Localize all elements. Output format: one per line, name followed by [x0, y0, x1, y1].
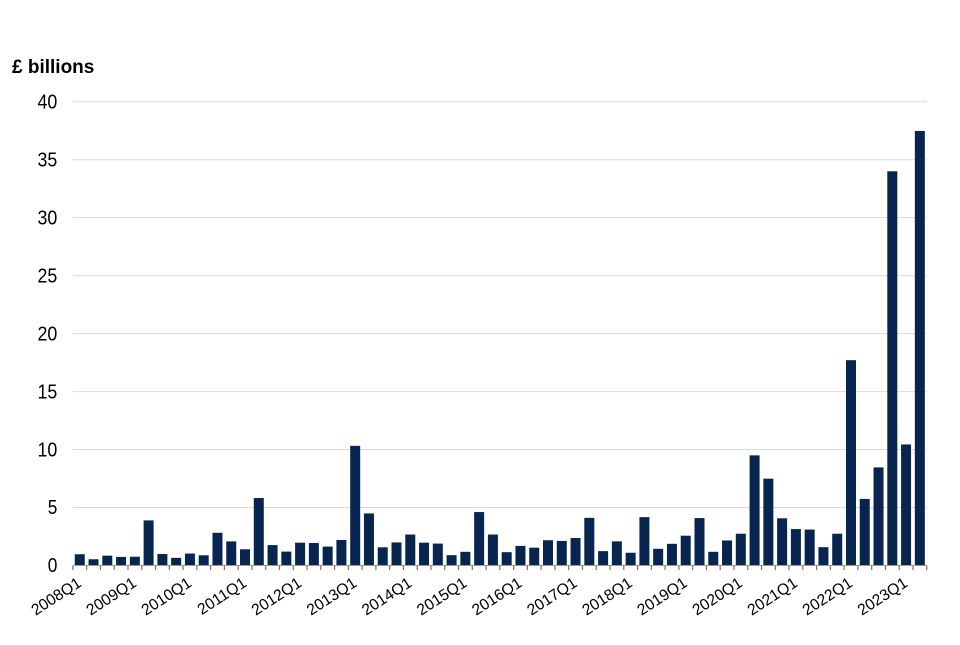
svg-text:40: 40: [38, 91, 58, 113]
svg-text:30: 30: [38, 207, 58, 229]
svg-text:35: 35: [38, 149, 58, 171]
svg-text:20: 20: [38, 323, 58, 345]
svg-text:5: 5: [48, 497, 58, 519]
svg-text:£ billions: £ billions: [12, 57, 94, 78]
svg-text:10: 10: [38, 439, 58, 461]
svg-text:0: 0: [48, 555, 58, 577]
svg-text:25: 25: [38, 265, 58, 287]
svg-text:15: 15: [38, 381, 58, 403]
